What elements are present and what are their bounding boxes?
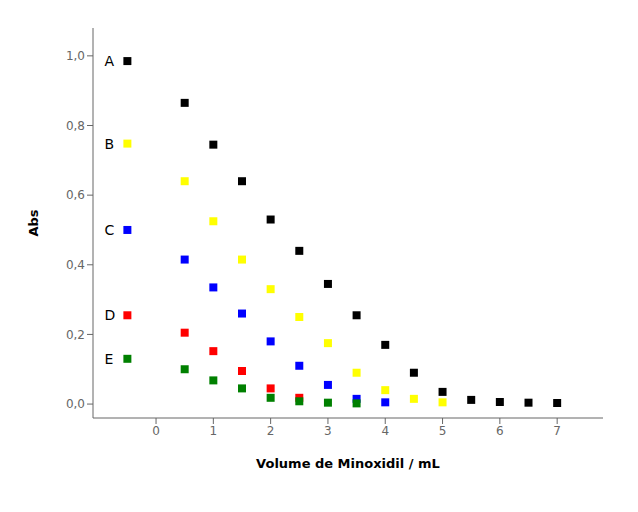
svg-text:E: E [104,351,113,367]
svg-text:3: 3 [324,424,332,438]
svg-text:C: C [104,222,114,238]
svg-text:6: 6 [496,424,504,438]
svg-text:4: 4 [381,424,389,438]
svg-text:1,0: 1,0 [66,49,85,63]
svg-text:Abs: Abs [26,209,41,236]
svg-text:0,2: 0,2 [66,328,85,342]
svg-text:1: 1 [210,424,218,438]
svg-text:0,6: 0,6 [66,188,85,202]
svg-text:0: 0 [152,424,160,438]
svg-text:7: 7 [553,424,561,438]
svg-text:5: 5 [439,424,447,438]
svg-text:A: A [104,53,114,69]
svg-text:D: D [104,307,115,323]
svg-text:B: B [104,136,114,152]
svg-text:0,4: 0,4 [66,258,85,272]
svg-text:0,8: 0,8 [66,119,85,133]
svg-text:Volume de Minoxidil / mL: Volume de Minoxidil / mL [256,456,440,471]
svg-text:0,0: 0,0 [66,397,85,411]
svg-text:2: 2 [267,424,275,438]
